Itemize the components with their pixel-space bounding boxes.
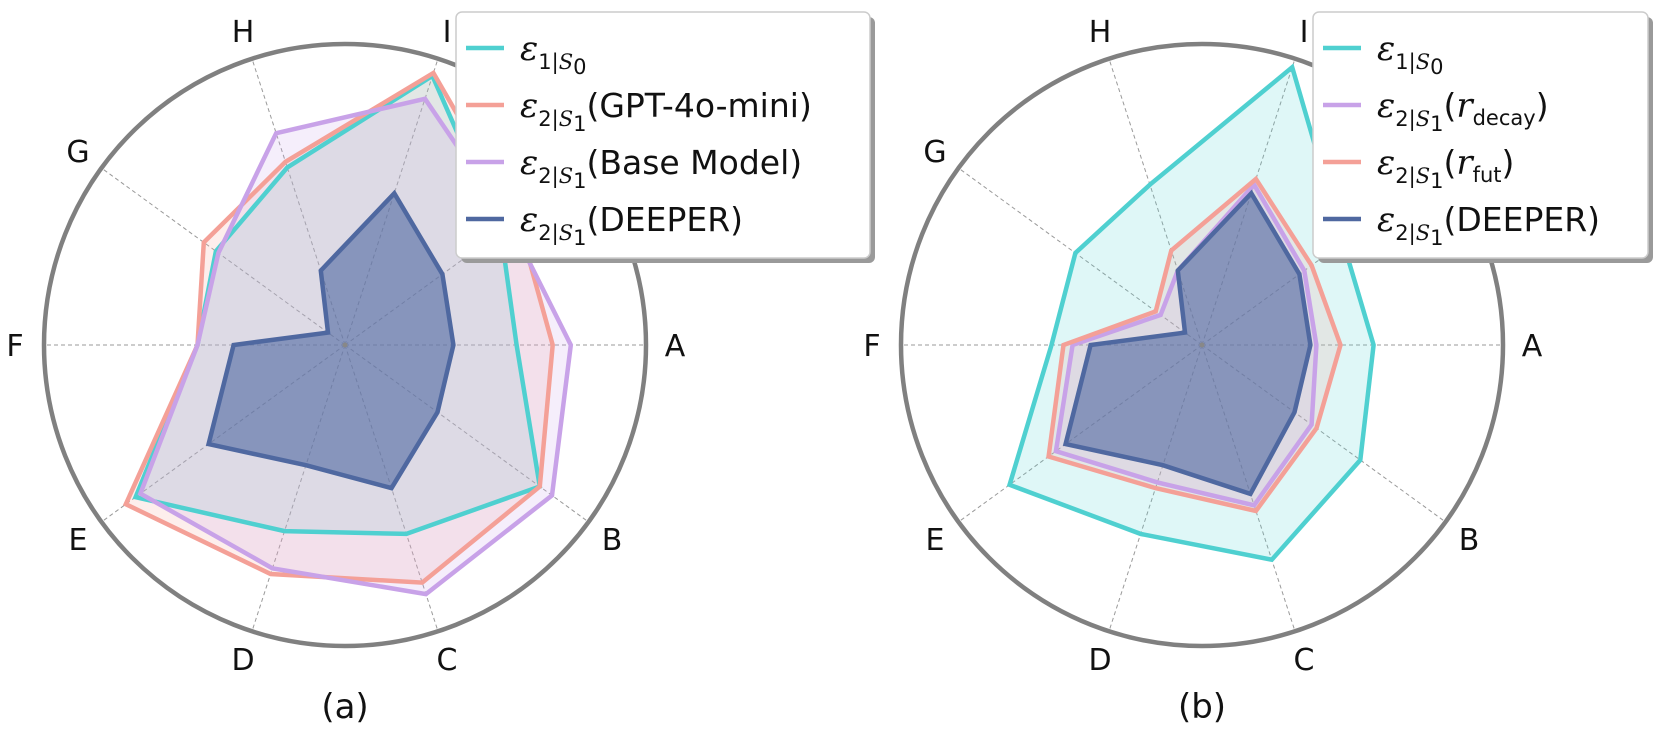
series-line-3 <box>1046 175 1343 514</box>
legend-label: ε1|S0 <box>1377 29 1443 79</box>
radar-center <box>1199 342 1205 348</box>
radar-frame <box>41 41 649 649</box>
series-fill-4 <box>1065 193 1311 494</box>
radar-center <box>342 342 348 348</box>
axis-label-G: G <box>66 135 89 170</box>
legend-label: ε2|S1(rfut) <box>1377 143 1514 193</box>
legend-item: ε1|S0 <box>1323 29 1443 79</box>
legend-box <box>455 11 871 259</box>
legend-item: ε2|S1(GPT-4o-mini) <box>466 86 812 136</box>
axis-label-C: C <box>1294 643 1315 678</box>
series-line-1 <box>1006 63 1376 563</box>
series-line-4 <box>205 189 456 491</box>
panel-caption: (a) <box>321 687 368 727</box>
radar-panel-a: AJIHGFEDCB(a)ε1|S0ε2|S1(GPT-4o-mini)ε2|S… <box>6 11 875 727</box>
legend: ε1|S0 ε2|S1(GPT-4o-mini) ε2|S1(Base Model)… <box>455 11 875 263</box>
series-fill-4 <box>208 193 454 489</box>
axis-label-D: D <box>1088 643 1111 678</box>
legend-label: ε1|S0 <box>520 29 586 79</box>
axis-label-D: D <box>231 643 254 678</box>
axis-label-H: H <box>232 15 255 50</box>
legend-item: ε2|S1(Base Model) <box>466 143 802 193</box>
panel-caption: (b) <box>1178 687 1226 727</box>
axis-label-A: A <box>1522 329 1543 364</box>
axis-label-B: B <box>602 523 623 558</box>
axis-label-I: I <box>1300 15 1309 50</box>
legend-label: ε2|S1(DEEPER) <box>520 200 743 250</box>
axis-label-G: G <box>923 135 946 170</box>
axis-label-E: E <box>926 523 945 558</box>
legend-label: ε2|S1(GPT-4o-mini) <box>520 86 812 136</box>
series-line-3 <box>137 96 574 597</box>
axis-label-H: H <box>1089 15 1112 50</box>
legend-item: ε1|S0 <box>466 29 586 79</box>
radar-frame <box>898 41 1506 649</box>
legend-item: ε2|S1(DEEPER) <box>466 200 743 250</box>
legend-box <box>1312 11 1649 259</box>
legend-label: ε2|S1(DEEPER) <box>1377 200 1600 250</box>
series-line-4 <box>1062 189 1313 497</box>
axis-label-C: C <box>437 643 458 678</box>
series-line-2 <box>1053 180 1319 508</box>
legend-item: ε2|S1(rdecay) <box>1323 86 1549 136</box>
legend-item: ε2|S1(DEEPER) <box>1323 200 1600 250</box>
legend-item: ε2|S1(rfut) <box>1323 143 1514 193</box>
axis-label-E: E <box>69 523 88 558</box>
legend-label: ε2|S1(rdecay) <box>1377 86 1549 136</box>
legend: ε1|S0 ε2|S1(rdecay) ε2|S1(rfut) ε2|S1(DEEPE… <box>1312 11 1653 263</box>
axis-label-F: F <box>863 329 880 364</box>
legend-label: ε2|S1(Base Model) <box>520 143 802 193</box>
grid-spoke-G <box>101 167 346 346</box>
axis-label-F: F <box>6 329 23 364</box>
radar-panel-b: AJIHGFEDCB(b)ε1|S0ε2|S1(rdecay)ε2|S1(rfu… <box>863 11 1653 727</box>
series-layer <box>1006 63 1376 563</box>
axis-label-A: A <box>665 329 686 364</box>
axis-label-B: B <box>1459 523 1480 558</box>
axis-label-I: I <box>443 15 452 50</box>
